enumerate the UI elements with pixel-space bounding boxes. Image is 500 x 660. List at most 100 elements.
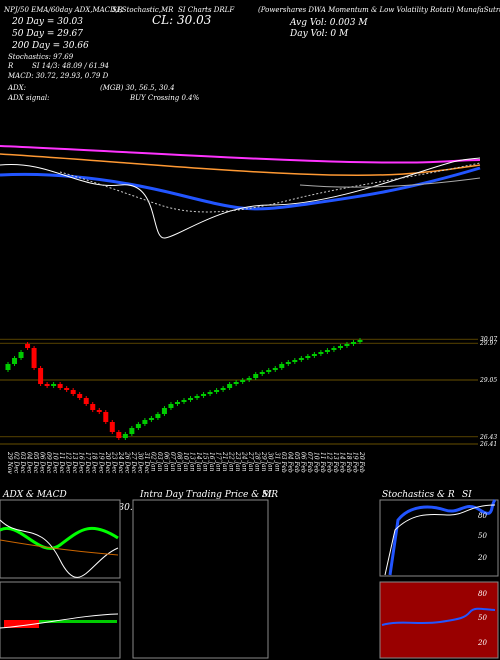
close-price: CL: 30.03 <box>152 13 212 27</box>
x-tick-label: 10 Dec <box>52 452 59 474</box>
candle-body <box>298 358 304 360</box>
candle-body <box>70 390 76 394</box>
x-tick-label: 28 Jan <box>254 451 261 472</box>
x-tick-label: 14 Jan <box>195 452 202 472</box>
x-tick-label: 26 Dec <box>123 451 130 474</box>
bottom-panels: ADX & MACD ADX: 30 +DY: 56.52 -DY: 30.43… <box>0 490 499 659</box>
x-tick-label: 03 Feb <box>280 452 287 473</box>
x-tick-label: 29 Nov <box>6 451 13 474</box>
header-top-left: NPJ/50 EMA/60day ADX,MACD,R <box>3 6 124 14</box>
x-tick-label: 10 Feb <box>312 452 319 473</box>
candle-body <box>344 344 350 346</box>
price-line <box>0 157 481 239</box>
candle-body <box>44 384 50 386</box>
rsi-tick: 20 <box>477 639 487 647</box>
x-tick-label: 02 Jan <box>149 452 156 472</box>
y-tick-label: 26.41 <box>479 441 497 448</box>
stoch-tick: 50 <box>478 532 487 540</box>
candle-body <box>292 360 298 362</box>
info-line: 50 Day = 29.67 <box>12 29 83 39</box>
stoch-line <box>384 504 496 576</box>
y-tick-label: 29.05 <box>479 377 497 384</box>
panel-title: SI <box>462 490 472 500</box>
candle-body <box>181 400 187 402</box>
x-tick-label: 13 Dec <box>71 452 78 474</box>
candle-body <box>135 424 141 428</box>
stoch-panel <box>379 499 499 577</box>
candle-body <box>12 358 18 364</box>
candle-body <box>64 388 70 390</box>
x-tick-label: 12 Feb <box>325 452 332 473</box>
candle-body <box>142 420 148 424</box>
rsi-tick: 80 <box>478 590 487 598</box>
adx-line <box>0 526 119 550</box>
x-tick-label: 06 Jan <box>162 452 169 472</box>
candle-body <box>155 414 161 418</box>
candle-body <box>350 342 356 344</box>
x-tick-label: 15 Jan <box>202 452 209 472</box>
x-tick-label: 24 Jan <box>241 451 248 472</box>
rsi-line <box>381 607 496 626</box>
x-tick-label: 07 Feb <box>306 452 313 473</box>
moving-averages <box>0 145 481 239</box>
candle-body <box>174 402 180 404</box>
adx-line <box>0 539 119 556</box>
macd-line <box>0 613 119 629</box>
x-tick-label: 17 Dec <box>84 452 91 474</box>
info-line: ADX signal: <box>7 94 49 102</box>
x-tick-label: 12 Dec <box>65 452 72 474</box>
day-vol: Day Vol: 0 M <box>289 29 349 39</box>
candle-body <box>116 432 122 438</box>
rsi-tick: 50 <box>478 614 487 622</box>
x-tick-label: 05 Dec <box>32 452 39 474</box>
candle-body <box>240 380 246 382</box>
x-tick-label: 09 Dec <box>45 452 52 474</box>
macd-histogram <box>39 620 117 623</box>
x-tick-label: 16 Dec <box>78 452 85 474</box>
x-tick-label: 14 Feb <box>338 452 345 473</box>
x-tick-label: 04 Dec <box>26 452 33 474</box>
x-tick-label: 03 Jan <box>156 452 163 472</box>
candle-body <box>220 388 226 390</box>
candle-body <box>324 350 330 352</box>
header-lines: 20 Day = 30.03 50 Day = 29.67 200 Day = … <box>7 17 200 102</box>
y-tick-label: 29.97 <box>479 340 497 347</box>
info-line: (MGB) 30, 56.5, 30.4 <box>100 84 175 92</box>
candle-body <box>285 362 291 364</box>
panel-title: Stochastics & R <box>382 490 455 500</box>
candle-body <box>122 434 128 438</box>
x-tick-label: 29 Jan <box>260 451 267 472</box>
candle-body <box>103 412 109 422</box>
x-tick-label: 13 Jan <box>189 452 196 472</box>
x-tick-label: 17 Jan <box>215 452 222 472</box>
panel-title: ADX & MACD <box>2 490 67 500</box>
rsi-panel <box>379 581 499 659</box>
x-tick-label: 27 Dec <box>130 451 137 474</box>
candle-body <box>279 364 285 368</box>
candle-body <box>148 418 154 420</box>
candle-body <box>207 392 213 394</box>
x-tick-label: 02 Dec <box>13 452 20 474</box>
x-tick-label: 19 Feb <box>351 452 358 473</box>
candle-body <box>233 382 239 384</box>
stoch-tick: 20 <box>477 554 487 562</box>
x-tick-label: 22 Jan <box>228 451 235 472</box>
x-tick-label: 07 Jan <box>169 452 176 472</box>
x-tick-label: 10 Jan <box>182 452 189 472</box>
x-tick-label: 18 Feb <box>345 452 352 473</box>
panel-title: SI <box>262 490 272 500</box>
info-line: SI 14/3: 48.09 / 61.94 <box>32 62 109 70</box>
candle-body <box>168 404 174 408</box>
candle-body <box>214 390 220 392</box>
x-tick-label: 08 Jan <box>175 452 182 472</box>
macd-histogram <box>4 620 39 628</box>
header-top-mid: SI,Stochastic,MR <box>112 6 174 14</box>
avg-vol: Avg Vol: 0.003 M <box>289 18 368 28</box>
candle-body <box>5 364 11 370</box>
ma-line <box>0 153 481 177</box>
x-tick-label: 06 Feb <box>299 452 306 473</box>
info-line: Stochastics: 97.69 <box>8 53 74 61</box>
ma-line <box>299 177 481 188</box>
y-tick-label: 26.43 <box>479 434 497 441</box>
header-top-mid2: SI Charts DRLF <box>178 6 235 14</box>
